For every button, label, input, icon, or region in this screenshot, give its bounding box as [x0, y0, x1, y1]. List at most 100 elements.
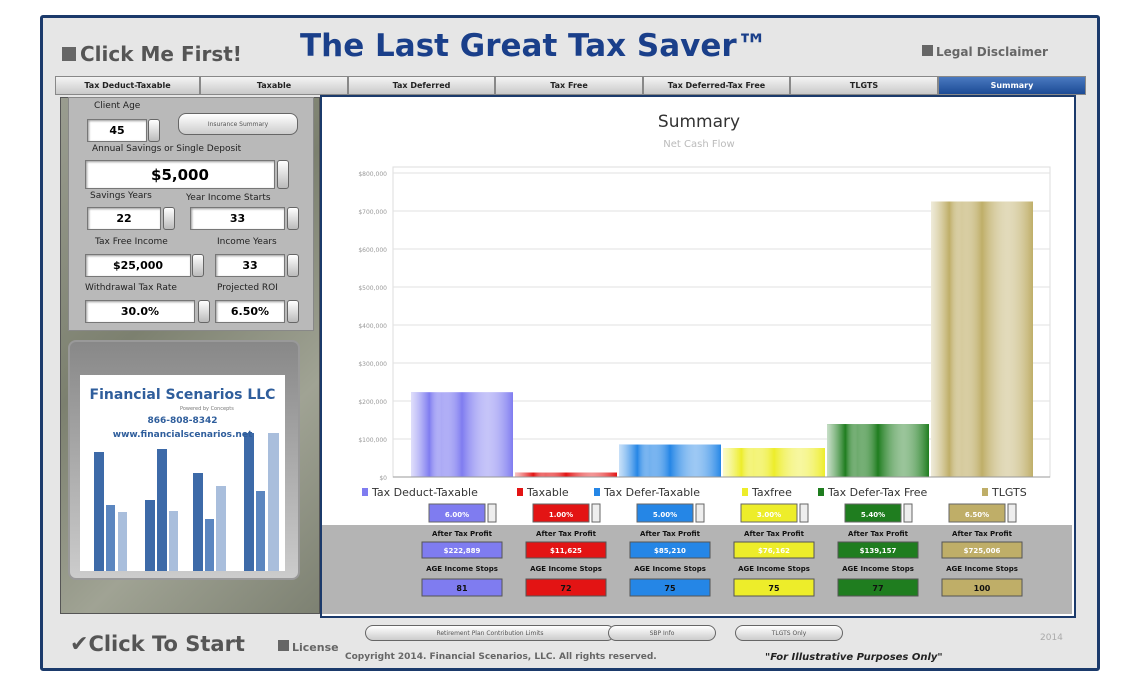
- legend-swatch: [742, 488, 748, 496]
- tab[interactable]: Tax Free: [495, 76, 643, 95]
- field-label: Tax Free Income: [95, 237, 168, 247]
- disclaimer-note: "For Illustrative Purposes Only": [765, 652, 943, 663]
- tab[interactable]: Summary: [938, 76, 1086, 95]
- value-label: $11,625: [550, 547, 582, 555]
- footer-button[interactable]: Retirement Plan Contribution Limits: [365, 625, 615, 641]
- age-label: AGE Income Stops: [946, 565, 1018, 573]
- click-to-start[interactable]: ✔Click To Start: [70, 632, 245, 657]
- legal-disclaimer[interactable]: Legal Disclaimer: [922, 45, 1048, 59]
- rate-value: 6.50%: [965, 511, 989, 519]
- license-text[interactable]: License: [292, 641, 339, 654]
- spinner[interactable]: [592, 504, 600, 522]
- spinner[interactable]: [198, 300, 210, 323]
- y-tick-label: $300,000: [358, 361, 387, 368]
- age-value: 75: [664, 584, 676, 593]
- profit-label: After Tax Profit: [536, 530, 597, 538]
- summary-chart: Summary Net Cash Flow $0$100,000$200,000…: [322, 97, 1072, 614]
- profit-label: After Tax Profit: [744, 530, 805, 538]
- legend-swatch: [594, 488, 600, 496]
- logo-bar: [157, 449, 167, 571]
- field-label: Annual Savings or Single Deposit: [92, 144, 241, 154]
- field-input[interactable]: 6.50%: [215, 300, 285, 323]
- profit-label: After Tax Profit: [640, 530, 701, 538]
- spinner[interactable]: [163, 207, 175, 230]
- value-label: $85,210: [654, 547, 686, 555]
- tab[interactable]: Tax Deferred-Tax Free: [643, 76, 790, 95]
- value-label: $76,162: [758, 547, 790, 555]
- age-value: 75: [768, 584, 780, 593]
- click-to-start-text[interactable]: Click To Start: [88, 632, 245, 656]
- legend-swatch: [362, 488, 368, 496]
- field-input[interactable]: 45: [87, 119, 147, 142]
- value-label: $725,006: [964, 547, 1001, 555]
- spinner[interactable]: [287, 207, 299, 230]
- field-input[interactable]: 22: [87, 207, 161, 230]
- legend-label: TLGTS: [991, 486, 1027, 499]
- spinner[interactable]: [488, 504, 496, 522]
- rate-value: 5.00%: [653, 511, 677, 519]
- field-input[interactable]: 33: [190, 207, 285, 230]
- y-tick-label: $800,000: [358, 171, 387, 178]
- field-input[interactable]: $25,000: [85, 254, 191, 277]
- logo-tagline: Powered by Concepts: [180, 406, 234, 412]
- footer-button[interactable]: TLGTS Only: [735, 625, 843, 641]
- age-value: 77: [872, 584, 883, 593]
- tab[interactable]: TLGTS: [790, 76, 938, 95]
- spinner[interactable]: [800, 504, 808, 522]
- spinner[interactable]: [1008, 504, 1016, 522]
- spinner[interactable]: [277, 160, 289, 189]
- profit-label: After Tax Profit: [952, 530, 1013, 538]
- insurance-summary-button[interactable]: Insurance Summary: [178, 113, 298, 135]
- field-label: Withdrawal Tax Rate: [85, 283, 177, 293]
- legend-label: Tax Deduct-Taxable: [371, 486, 478, 499]
- tab[interactable]: Taxable: [200, 76, 348, 95]
- profit-label: After Tax Profit: [432, 530, 493, 538]
- legend-swatch: [982, 488, 988, 496]
- logo-phone: 866-808-8342: [80, 416, 285, 426]
- field-input[interactable]: 30.0%: [85, 300, 195, 323]
- age-value: 100: [974, 584, 991, 593]
- bar: [619, 445, 721, 477]
- logo-bar: [118, 512, 127, 571]
- y-tick-label: $200,000: [358, 399, 387, 406]
- tab[interactable]: Tax Deduct-Taxable: [55, 76, 200, 95]
- click-me-first[interactable]: Click Me First!: [62, 42, 242, 66]
- spinner[interactable]: [287, 300, 299, 323]
- logo-bar: [145, 500, 155, 571]
- logo-name: Financial Scenarios LLC: [80, 387, 285, 403]
- legend-label: Taxable: [526, 486, 569, 499]
- logo-bar: [205, 519, 214, 571]
- age-value: 81: [456, 584, 468, 593]
- logo-bar: [106, 505, 115, 571]
- spinner[interactable]: [148, 119, 160, 142]
- field-label: Income Years: [217, 237, 277, 247]
- age-label: AGE Income Stops: [634, 565, 706, 573]
- field-input[interactable]: 33: [215, 254, 285, 277]
- rate-value: 3.00%: [757, 511, 781, 519]
- click-me-first-text[interactable]: Click Me First!: [80, 42, 242, 66]
- field-input[interactable]: $5,000: [85, 160, 275, 189]
- logo-bar: [193, 473, 203, 571]
- logo-bar: [94, 452, 104, 571]
- age-label: AGE Income Stops: [426, 565, 498, 573]
- bar: [931, 201, 1033, 477]
- age-label: AGE Income Stops: [842, 565, 914, 573]
- logo-bar: [216, 486, 226, 571]
- spinner[interactable]: [287, 254, 299, 277]
- field-label: Client Age: [94, 101, 140, 111]
- y-tick-label: $500,000: [358, 285, 387, 292]
- bar: [827, 424, 929, 477]
- spinner[interactable]: [904, 504, 912, 522]
- footer-button[interactable]: SBP Info: [608, 625, 716, 641]
- logo-bar: [268, 433, 279, 571]
- tab[interactable]: Tax Deferred: [348, 76, 495, 95]
- value-label: $222,889: [444, 547, 481, 555]
- license[interactable]: License: [278, 640, 339, 654]
- chart-subtitle: Net Cash Flow: [663, 139, 734, 150]
- spinner[interactable]: [696, 504, 704, 522]
- spinner[interactable]: [192, 254, 204, 277]
- legend-label: Tax Defer-Taxable: [603, 486, 700, 499]
- copyright: Copyright 2014. Financial Scenarios, LLC…: [345, 652, 657, 662]
- legal-disclaimer-text[interactable]: Legal Disclaimer: [936, 45, 1048, 59]
- logo-bar: [256, 491, 265, 571]
